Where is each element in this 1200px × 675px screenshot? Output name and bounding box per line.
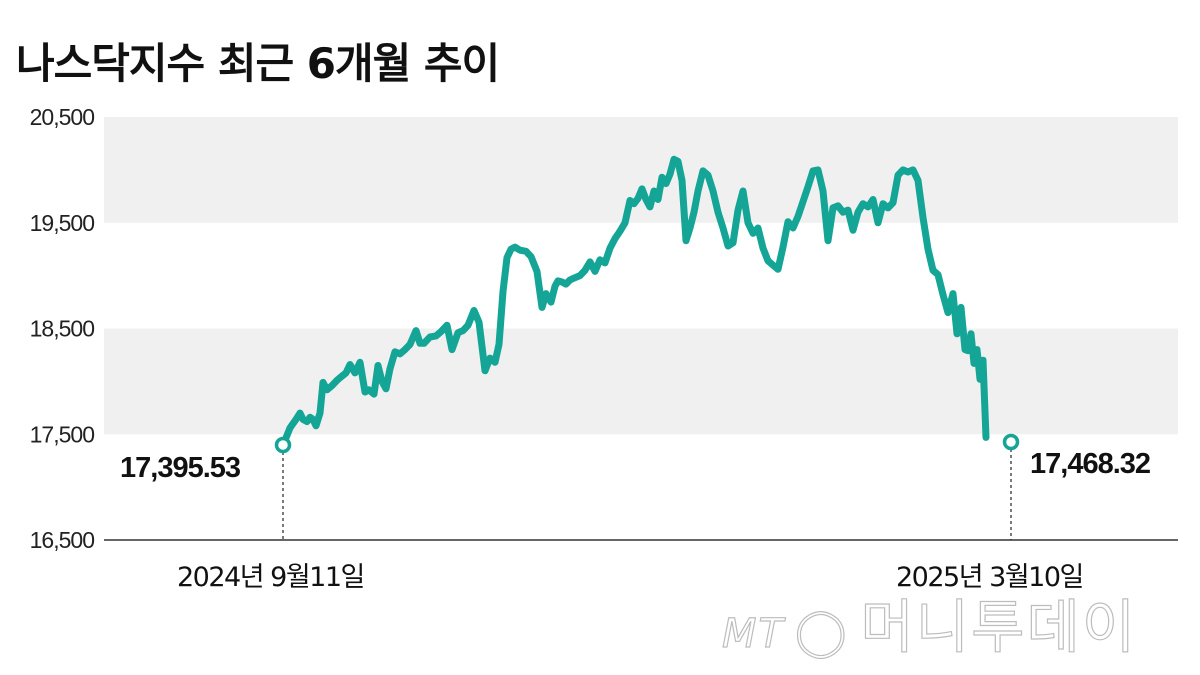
y-tick-label: 18,500: [30, 316, 95, 342]
o-logo-icon: ◯: [794, 603, 849, 658]
y-tick-label: 20,500: [30, 104, 95, 130]
start-point-marker: [274, 436, 292, 454]
nasdaq-line: [279, 155, 990, 449]
y-tick-label: 16,500: [30, 527, 95, 553]
grid-band: [104, 117, 1178, 223]
y-axis-ticks: 20,500 19,500 18,500 17,500 16,500: [30, 104, 96, 553]
end-date-label: 2025년 3월10일: [896, 562, 1083, 593]
moneytoday-watermark: MT ◯ 머니투데이: [721, 580, 1138, 664]
start-date-label: 2024년 9월11일: [177, 562, 364, 593]
chart-title: 나스닥지수 최근 6개월 추이: [16, 39, 500, 88]
y-tick-label: 17,500: [30, 421, 95, 447]
grid-band: [104, 328, 1178, 435]
start-value-label: 17,395.53: [120, 452, 241, 484]
brand-name: 머니투데이: [860, 592, 1138, 661]
end-value-label: 17,468.32: [1030, 448, 1150, 480]
grid-bands: [104, 117, 1178, 435]
end-point-marker: [1002, 433, 1020, 451]
y-tick-label: 19,500: [30, 210, 95, 236]
mt-logo: MT: [721, 610, 785, 657]
